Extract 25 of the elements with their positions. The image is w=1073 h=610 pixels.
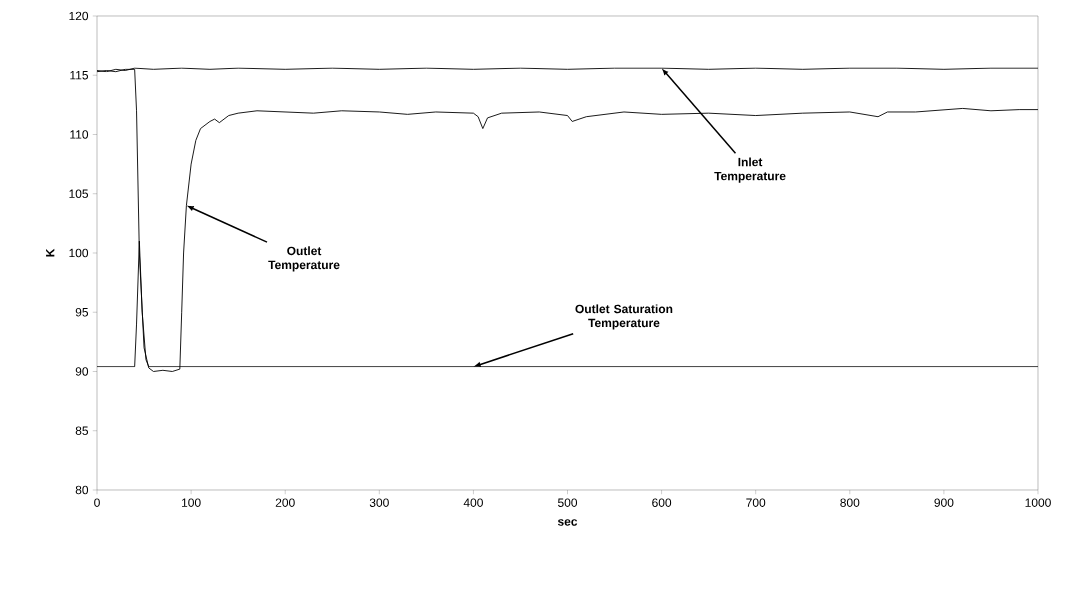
x-tick-label: 600 — [652, 498, 672, 507]
x-tick-label: 700 — [746, 498, 766, 507]
x-tick-label: 1000 — [1025, 498, 1051, 507]
y-tick-label: 100 — [69, 248, 89, 258]
annotation: Outlet Temperature — [268, 246, 340, 272]
y-tick-label: 80 — [75, 485, 89, 495]
y-tick-label: 115 — [70, 71, 89, 80]
x-tick-label: 300 — [369, 498, 389, 507]
annotation: Inlet Temperature — [714, 157, 786, 183]
x-tick-label: 500 — [557, 498, 578, 507]
y-axis-title: K — [46, 248, 55, 257]
x-tick-label: 800 — [840, 498, 860, 507]
y-tick-label: 90 — [75, 367, 89, 376]
y-tick-label: 105 — [69, 189, 89, 198]
y-tick-label: 120 — [69, 11, 89, 21]
x-tick-label: 0 — [94, 498, 100, 507]
x-tick-label: 200 — [275, 498, 295, 507]
x-tick-label: 900 — [934, 498, 954, 507]
annotation: Outlet Saturation Temperature — [575, 304, 673, 330]
y-tick-label: 85 — [75, 426, 89, 435]
x-tick-label: 400 — [463, 498, 483, 507]
y-tick-label: 110 — [70, 130, 89, 139]
x-tick-label: 100 — [182, 498, 201, 507]
y-tick-label: 95 — [75, 308, 89, 317]
x-axis-title: sec — [557, 519, 578, 526]
